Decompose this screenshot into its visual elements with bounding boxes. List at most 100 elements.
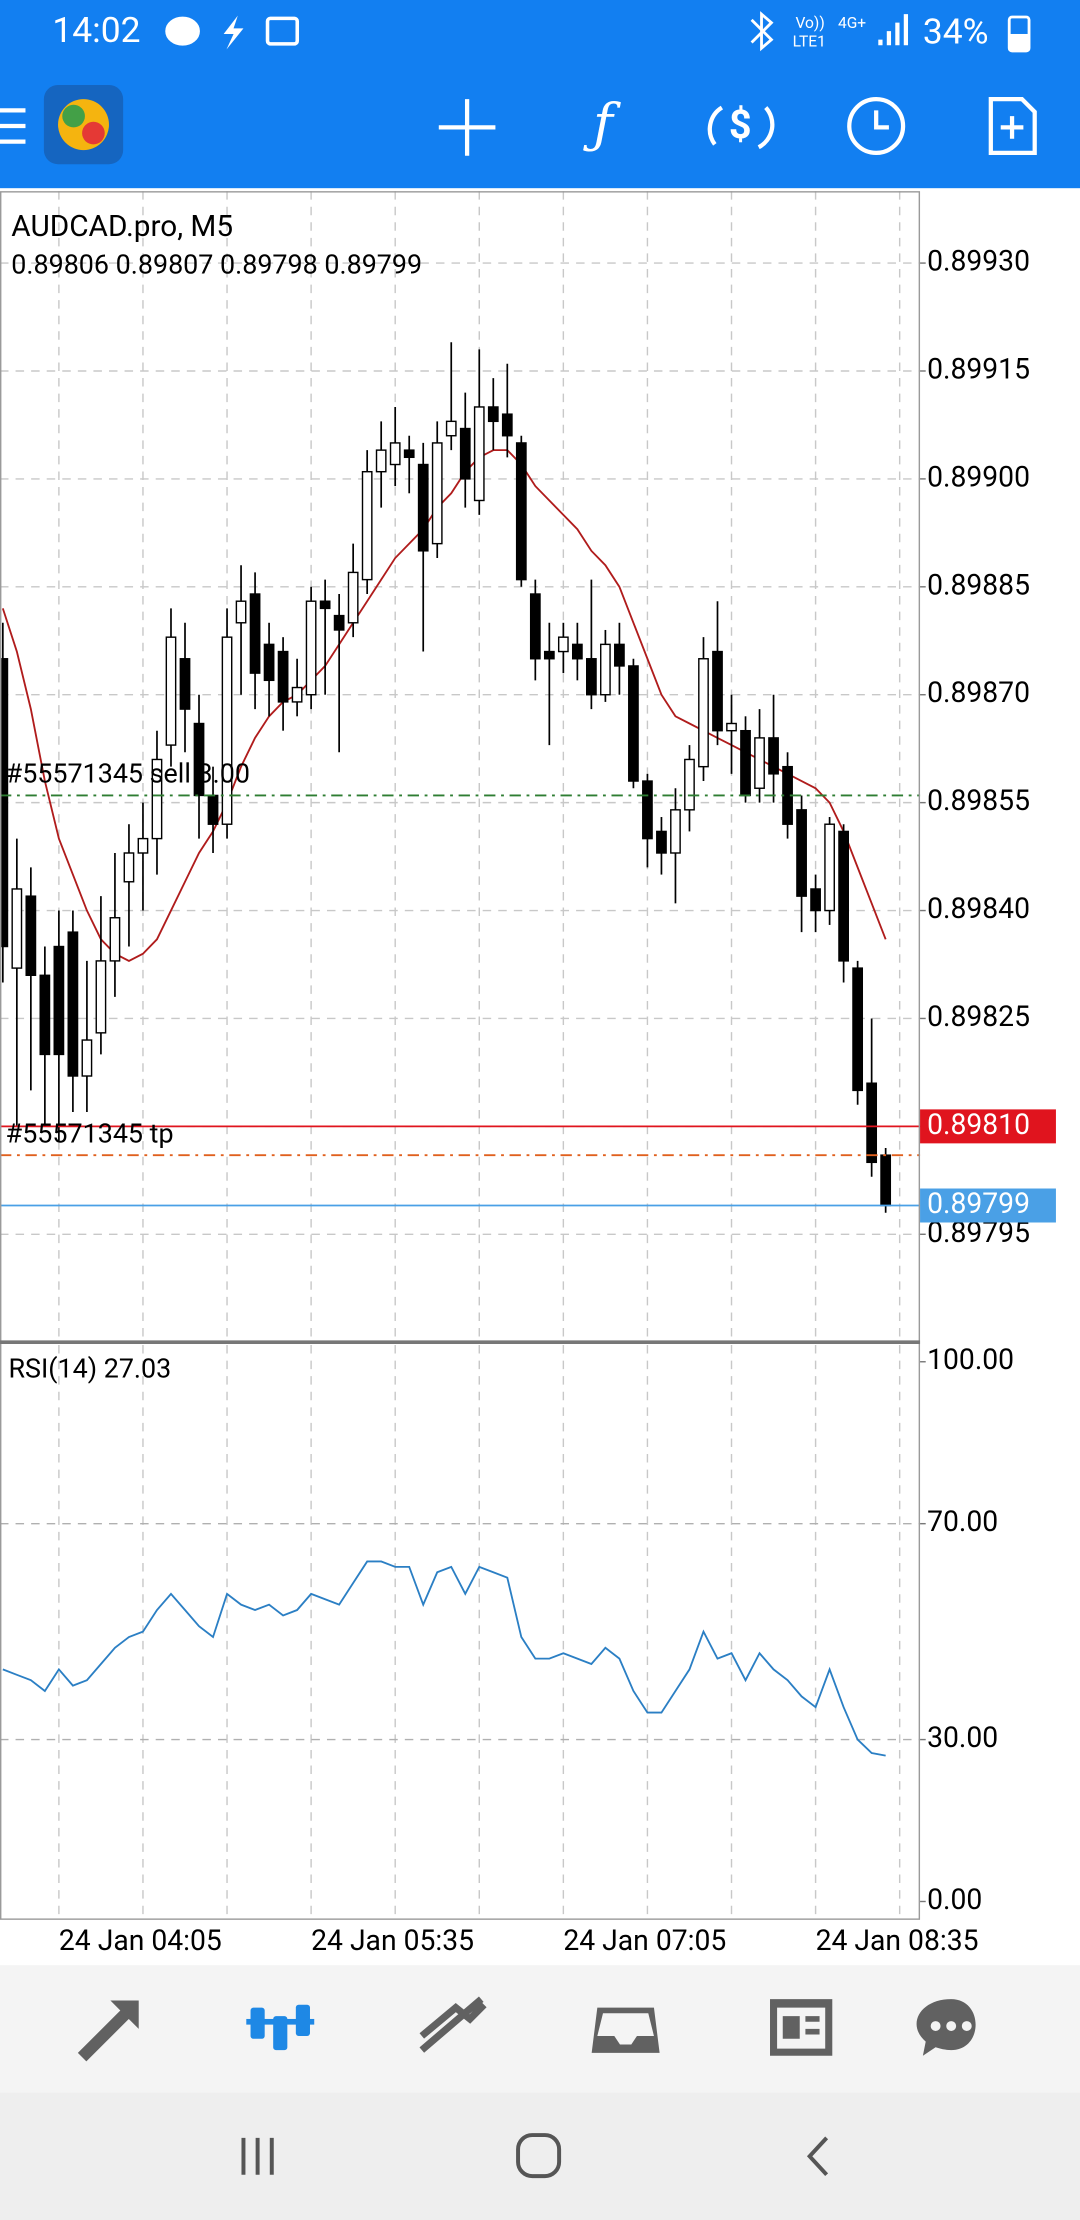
candle-body — [487, 406, 499, 423]
candle-body — [473, 406, 485, 502]
candle-body — [165, 636, 177, 746]
candle-body — [796, 809, 807, 897]
candle-body — [670, 809, 681, 854]
y-tick-label: 0.89915 — [927, 352, 1030, 385]
candle-body — [347, 571, 359, 624]
candle-body — [333, 614, 345, 631]
candle-body — [571, 643, 583, 660]
chart-frame — [0, 191, 921, 1920]
candle-body — [53, 945, 65, 1056]
candle-body — [151, 758, 163, 840]
candle-body — [768, 737, 779, 775]
quotes-tab[interactable] — [77, 2000, 139, 2062]
bottom-nav-icons — [77, 1996, 976, 2062]
candle-body — [375, 449, 387, 473]
candle-body — [39, 974, 51, 1056]
chart-area: 24 Jan 04:05 24 Jan 05:35 24 Jan 07:05 24 J… — [0, 191, 1056, 1957]
candle-body — [0, 658, 9, 948]
candle-body — [431, 442, 443, 545]
rsi-title: RSI(14) 27.03 — [8, 1353, 171, 1385]
y-tick-label: 30.00 — [927, 1721, 998, 1754]
candle-body — [726, 722, 737, 732]
candle-body — [838, 830, 849, 962]
candle-body — [207, 794, 219, 825]
y-tick-label: 70.00 — [927, 1505, 998, 1538]
rsi-line — [2, 1560, 886, 1757]
price-level-label: #55571345 sell 3.00 — [6, 758, 250, 790]
x-tick-label: 24 Jan 08:35 — [816, 1924, 979, 1957]
candle-body — [880, 1154, 892, 1207]
candle-body — [25, 895, 37, 977]
candle-body — [249, 593, 261, 674]
candle-body — [305, 600, 317, 696]
candle-body — [866, 1082, 878, 1164]
candle-body — [712, 650, 723, 732]
candle-body — [95, 960, 107, 1034]
candle-body — [586, 658, 597, 696]
candle-body — [684, 758, 695, 811]
price-tag-label: 0.89810 — [927, 1108, 1030, 1141]
x-tick-label: 24 Jan 05:35 — [311, 1924, 474, 1957]
status-lte: LTE1 — [793, 33, 826, 51]
candle-body — [459, 427, 471, 480]
candle-body — [614, 643, 625, 667]
candle-body — [277, 650, 289, 703]
status-time: 14:02 — [52, 9, 140, 51]
news-tab[interactable] — [770, 1999, 833, 2056]
trade-tab[interactable] — [419, 1996, 487, 2053]
ohlc-readout: 0.89806 0.89807 0.89798 0.89799 — [11, 248, 422, 280]
candle-body — [515, 442, 527, 581]
x-tick-label: 24 Jan 04:05 — [59, 1924, 222, 1957]
candle-body — [852, 967, 864, 1092]
candle-body — [109, 917, 121, 962]
candle-body — [740, 729, 751, 797]
app-logo[interactable] — [43, 84, 124, 165]
status-volte: Vo)) — [795, 14, 824, 32]
candle-body — [361, 470, 373, 581]
candle-body — [81, 1039, 93, 1077]
system-nav — [0, 2092, 1080, 2220]
messages-tab[interactable] — [916, 1999, 976, 2056]
candle-body — [600, 643, 611, 696]
home-button[interactable] — [516, 2133, 562, 2179]
bottom-nav — [0, 1965, 1080, 2093]
back-button[interactable] — [806, 2136, 829, 2177]
crosshair-button[interactable] — [438, 99, 496, 156]
candle-body — [628, 665, 639, 782]
price-tag — [920, 1109, 1056, 1144]
menu-button[interactable] — [0, 108, 26, 144]
recent-apps-button[interactable] — [241, 2137, 274, 2175]
candle-body — [642, 780, 653, 840]
y-tick-label: 0.89840 — [927, 892, 1030, 925]
chart-title: AUDCAD.pro, M5 — [11, 209, 233, 244]
price-tag — [920, 1188, 1056, 1223]
price-level-label: #55571345 tp — [6, 1117, 174, 1149]
candle-body — [810, 888, 821, 912]
chart-tab[interactable] — [246, 2004, 315, 2051]
candle-body — [389, 442, 401, 466]
candle-body — [193, 722, 205, 797]
status-4g: 4G+ — [838, 14, 866, 32]
chart-background — [0, 188, 1080, 1966]
candle-body — [291, 686, 303, 703]
timeframe-button[interactable] — [847, 96, 906, 156]
history-tab[interactable] — [591, 2007, 660, 2053]
candle-body — [67, 931, 79, 1077]
trade-button[interactable]: $ — [707, 101, 775, 150]
new-order-button[interactable] — [988, 96, 1037, 156]
y-tick-label: 0.89900 — [927, 460, 1030, 493]
moving-average-line — [1, 449, 887, 962]
system-nav-buttons — [241, 2133, 829, 2179]
candle-body — [403, 449, 415, 459]
candle-body — [319, 600, 331, 610]
status-battery: 34% — [923, 10, 989, 52]
candle-body — [754, 737, 765, 789]
candle-body — [543, 650, 555, 660]
candle-body — [656, 830, 667, 854]
candle-body — [445, 420, 457, 437]
x-tick-label: 24 Jan 07:05 — [563, 1924, 726, 1957]
candle-body — [235, 600, 247, 624]
candle-body — [263, 643, 275, 682]
